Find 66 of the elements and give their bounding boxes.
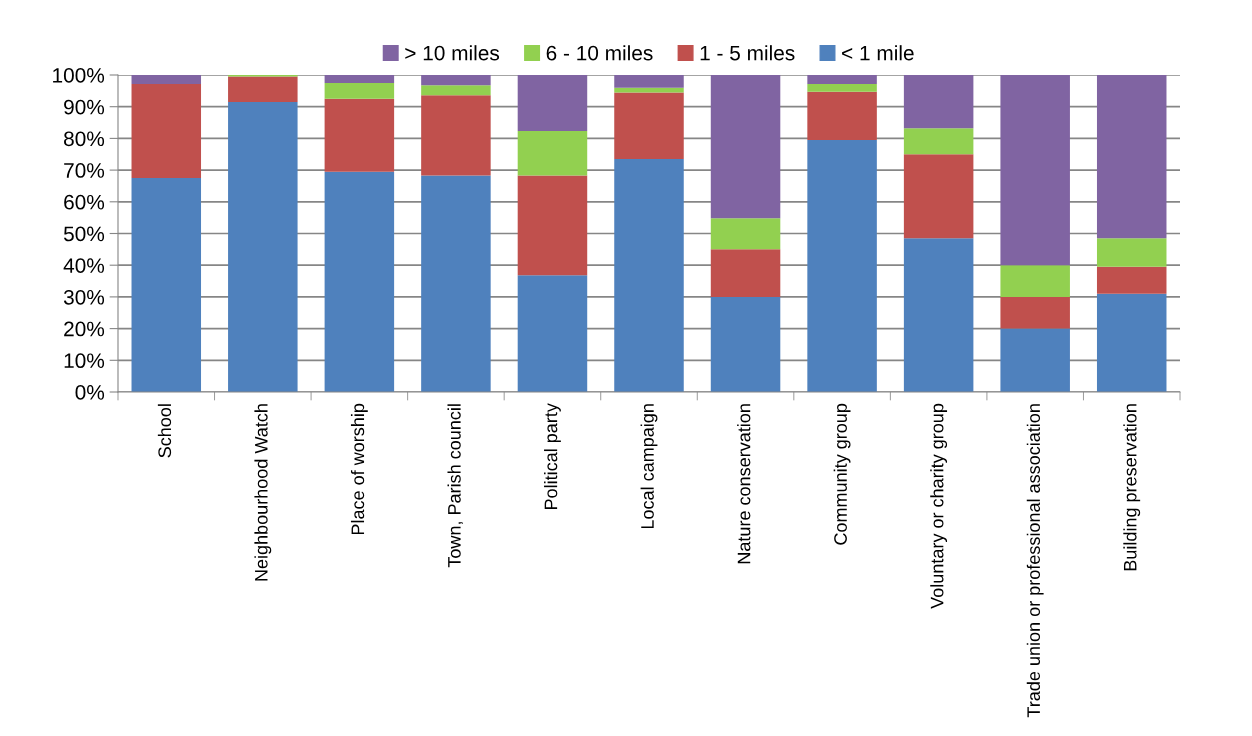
bar: [421, 75, 491, 86]
bar: [710, 75, 781, 219]
bar: [517, 275, 588, 392]
y-tick-label: 10%: [64, 353, 105, 369]
bar: [614, 159, 684, 392]
bar: [517, 131, 588, 176]
bar: [614, 92, 684, 160]
x-tick-label: Neighbourhood Watch: [254, 404, 272, 581]
x-tick-label: Nature conservation: [737, 404, 751, 564]
bar: [324, 171, 395, 392]
bar: [131, 75, 202, 84]
y-tick-label: 20%: [64, 321, 105, 337]
x-tick-label: Place of worship: [350, 403, 368, 535]
y-tick-label: 70%: [64, 163, 105, 178]
bar: [1096, 266, 1167, 294]
bar: [324, 98, 395, 172]
x-tick-label: Town, Parish council: [447, 404, 463, 568]
x-tick-label: Local campaign: [640, 404, 658, 529]
bar: [1000, 75, 1070, 266]
bar: [903, 128, 974, 155]
bar: [710, 218, 781, 250]
bar: [131, 178, 202, 392]
bar: [807, 75, 877, 84]
bar: [807, 139, 877, 392]
y-tick-label: 50%: [63, 226, 105, 242]
bar: [614, 75, 684, 88]
y-tick-label: 60%: [64, 194, 105, 210]
bar: [421, 175, 491, 392]
bar: [421, 95, 491, 176]
y-tick-label: 0%: [75, 385, 105, 400]
x-tick-label: Community group: [833, 403, 851, 545]
bar: [324, 75, 395, 83]
bar: [710, 249, 781, 297]
legend-label: 6 - 10 miles: [546, 45, 653, 61]
x-tick-label: Political party: [544, 403, 561, 509]
bar: [228, 101, 298, 392]
bar: [517, 175, 588, 276]
bar: [1000, 328, 1070, 392]
x-tick-label: Building preservation: [1123, 404, 1141, 571]
bar: [903, 238, 974, 392]
bar: [710, 296, 781, 392]
x-tick-label: School: [157, 404, 172, 458]
legend-label: < 1 mile: [842, 45, 914, 61]
y-tick-label: 40%: [63, 258, 105, 273]
bar: [807, 83, 877, 92]
bar: [1096, 238, 1167, 267]
y-tick-label: 100%: [53, 68, 105, 83]
y-tick-label: 30%: [63, 289, 105, 305]
bar: [1000, 265, 1070, 297]
bar: [131, 83, 202, 179]
y-tick-label: 90%: [64, 99, 105, 115]
x-tick-label: Trade union or professional association: [1026, 404, 1044, 718]
bar: [1096, 293, 1167, 392]
bar: [1000, 296, 1070, 329]
bar: [421, 85, 491, 96]
bar: [324, 82, 395, 99]
y-tick-label: 80%: [64, 131, 105, 147]
bar: [903, 75, 974, 129]
bar: [517, 75, 588, 132]
legend-label: 1 - 5 miles: [700, 45, 795, 61]
bar: [807, 91, 877, 140]
bar: [903, 154, 974, 239]
legend-label: > 10 miles: [405, 45, 500, 61]
x-tick-label: Voluntary or charity group: [930, 403, 948, 609]
bar: [1096, 75, 1167, 239]
bar: [228, 76, 298, 102]
